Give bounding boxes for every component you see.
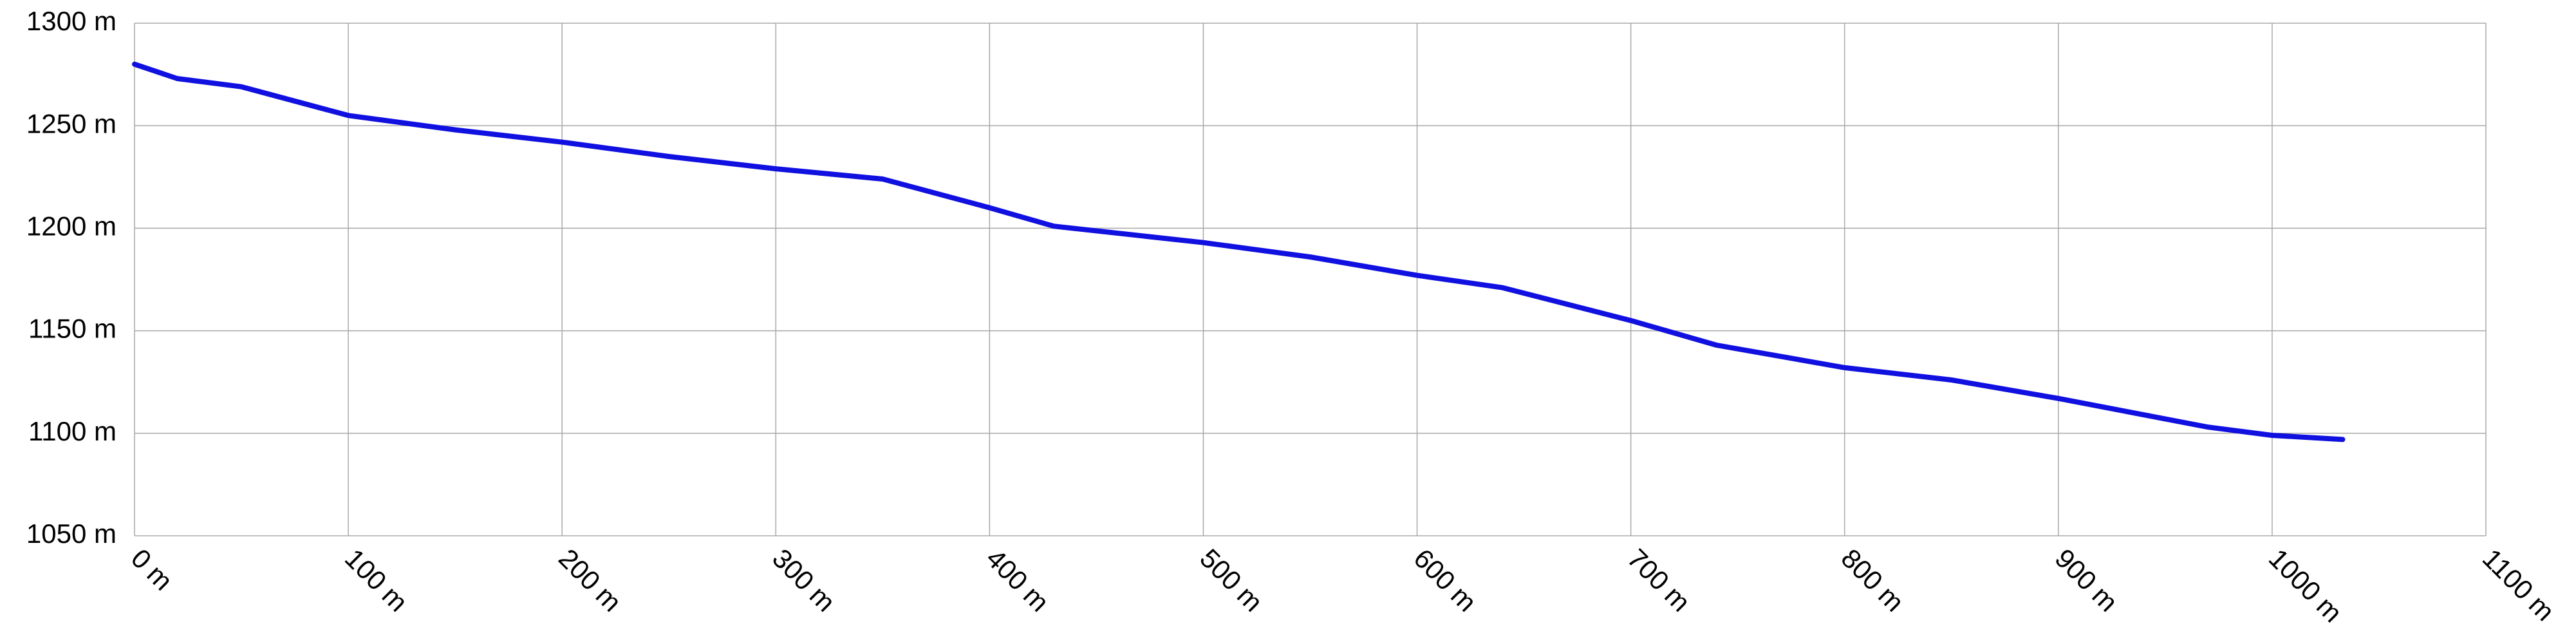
elevation-line	[132, 61, 2346, 442]
x-tick-label: 100 m	[339, 543, 414, 618]
x-tick-label: 800 m	[1836, 543, 1910, 618]
y-tick-label: 1150 m	[28, 314, 117, 344]
y-tick-label: 1200 m	[26, 211, 117, 241]
y-tick-label: 1050 m	[26, 518, 117, 549]
x-tick-label: 700 m	[1621, 543, 1696, 618]
x-tick-label: 200 m	[553, 543, 628, 618]
x-tick-label: 500 m	[1194, 543, 1269, 618]
x-tick-label: 0 m	[126, 543, 179, 596]
x-tick-label: 400 m	[980, 543, 1055, 618]
x-tick-label: 1100 m	[2477, 543, 2561, 627]
x-tick-label: 900 m	[2049, 543, 2124, 618]
y-tick-label: 1100 m	[28, 416, 117, 446]
y-tick-label: 1250 m	[26, 108, 117, 138]
x-tick-label: 300 m	[767, 543, 841, 618]
x-tick-label: 600 m	[1408, 543, 1482, 618]
y-tick-label: 1300 m	[26, 6, 117, 36]
x-tick-label: 1000 m	[2263, 543, 2348, 628]
